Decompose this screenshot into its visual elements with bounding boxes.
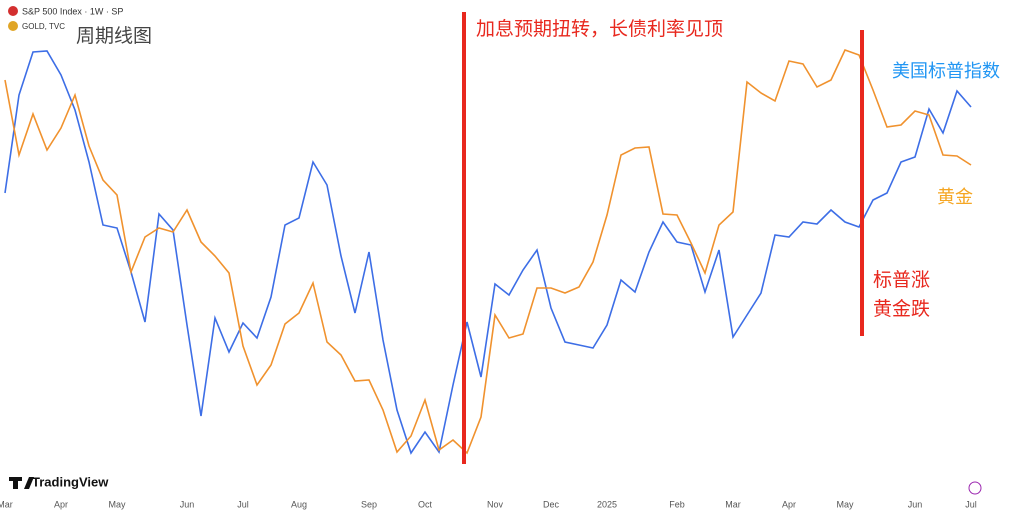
- x-tick-label: Oct: [418, 499, 433, 509]
- x-tick-label: May: [108, 499, 126, 509]
- legend-icon: [8, 21, 18, 31]
- x-tick-label: Apr: [782, 499, 796, 509]
- brand: TradingView: [32, 474, 109, 489]
- series-line: [4, 49, 972, 455]
- x-tick-label: Apr: [54, 499, 68, 509]
- annotation: 黄金: [937, 187, 973, 207]
- annotation: 黄金跌: [873, 298, 930, 320]
- x-tick-label: Mar: [725, 499, 741, 509]
- legend-label: GOLD, TVC: [22, 22, 65, 31]
- series-line: [4, 50, 972, 455]
- x-tick-label: Mar: [0, 499, 13, 509]
- brand-logo: [9, 477, 34, 489]
- x-tick-label: May: [836, 499, 854, 509]
- x-tick-label: Sep: [361, 499, 377, 509]
- icon: [968, 481, 982, 495]
- x-tick-label: Dec: [543, 499, 560, 509]
- annotation: 标普涨: [873, 269, 930, 291]
- legend-icon: [8, 6, 18, 16]
- x-tick-label: Jul: [965, 499, 977, 509]
- annotation: 美国标普指数: [892, 61, 1000, 81]
- x-tick-label: Jun: [180, 499, 195, 509]
- x-tick-label: Jul: [237, 499, 249, 509]
- legend-label: S&P 500 Index · 1W · SP: [22, 6, 123, 16]
- x-tick-label: Nov: [487, 499, 504, 509]
- chart-title: 周期线图: [76, 25, 152, 47]
- annotation: 加息预期扭转，长债利率见顶: [476, 18, 723, 40]
- x-tick-label: 2025: [597, 499, 617, 509]
- x-tick-label: Jun: [908, 499, 923, 509]
- x-tick-label: Feb: [669, 499, 685, 509]
- x-tick-label: Aug: [291, 499, 307, 509]
